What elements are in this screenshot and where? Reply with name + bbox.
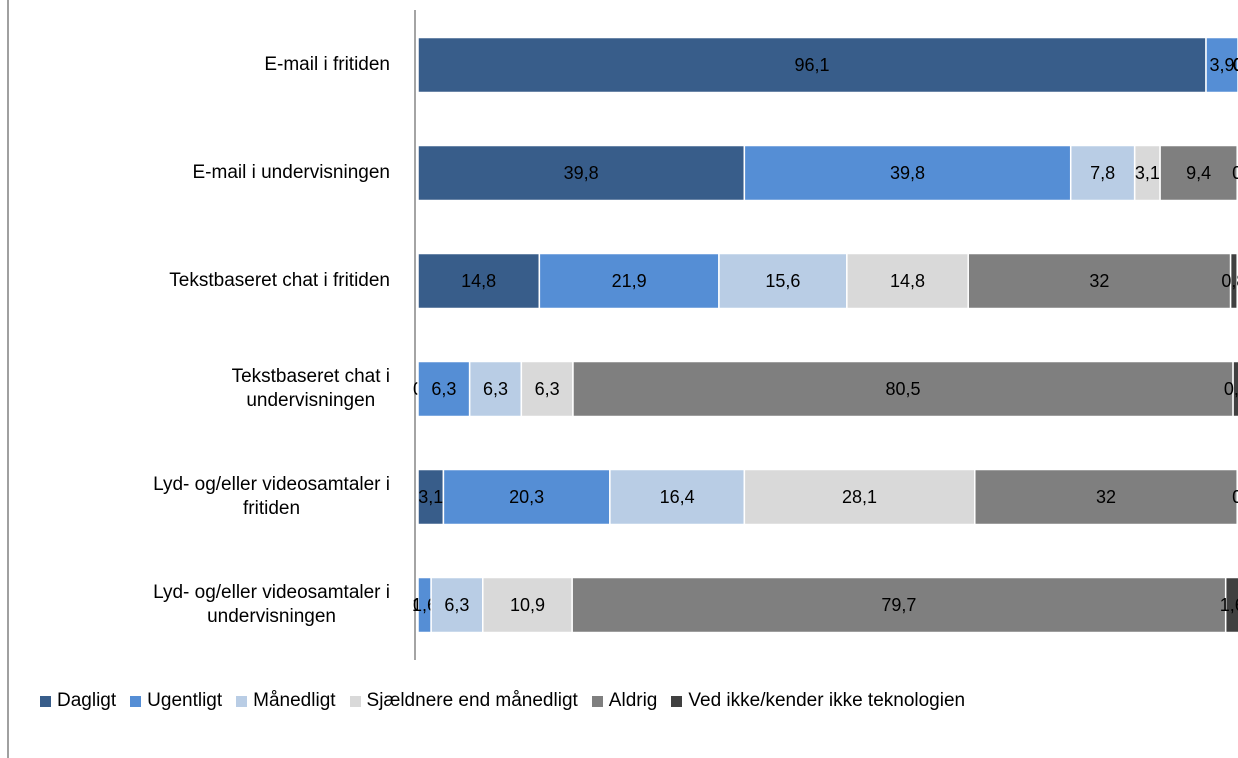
category-text: Tekstbaseret chat i fritiden	[169, 270, 390, 291]
bar-segment	[520, 360, 574, 418]
data-label: 32	[1089, 271, 1109, 291]
category-text: Lyd- og/eller videosamtaler i fritiden	[153, 474, 390, 519]
bar-segment	[538, 252, 720, 310]
category-label: Lyd- og/eller videosamtaler i fritiden	[50, 471, 390, 523]
legend-swatch	[40, 695, 51, 707]
legend-label: Månedligt	[253, 690, 336, 711]
legend-item: Sjældnere end månedligt	[349, 690, 578, 712]
category-label: E-mail i fritiden	[50, 39, 390, 91]
bar-segment	[417, 252, 541, 310]
bar-segment	[846, 252, 969, 310]
data-label: 21,9	[612, 271, 647, 291]
data-label: 1,6	[1220, 595, 1238, 615]
data-label: 96,1	[794, 55, 829, 75]
bar-segment	[482, 576, 573, 634]
legend-swatch	[130, 695, 142, 707]
bar-segment	[430, 576, 484, 634]
data-label: 3,9	[1209, 55, 1234, 75]
data-label: 0	[1232, 163, 1238, 183]
bar-segment	[417, 36, 1207, 94]
data-label: 3,1	[1135, 163, 1160, 183]
category-text: E-mail i fritiden	[264, 54, 390, 75]
data-label: 6,3	[483, 379, 508, 399]
data-label: 32	[1096, 487, 1116, 507]
legend-swatch	[671, 695, 683, 707]
data-label: 80,5	[886, 379, 921, 399]
bar-segment	[974, 468, 1238, 526]
category-label: Tekstbaseret chat i undervisningen	[50, 363, 390, 415]
legend-item: Dagligt	[40, 690, 116, 712]
bar-segment	[571, 576, 1227, 634]
legend-swatch	[591, 695, 603, 707]
legend-item: Månedligt	[236, 690, 336, 712]
data-label: 79,7	[881, 595, 916, 615]
legend-swatch	[236, 695, 248, 707]
legend-label: Sjældnere end månedligt	[366, 690, 578, 711]
data-label: 28,1	[842, 487, 877, 507]
data-label: 15,6	[765, 271, 800, 291]
bar-segment	[417, 360, 471, 418]
data-label: 6,3	[431, 379, 456, 399]
data-label: 39,8	[890, 163, 925, 183]
data-label: 7,8	[1090, 163, 1115, 183]
data-label: 0,8	[1221, 271, 1238, 291]
legend-label: Ugentligt	[147, 690, 223, 711]
data-label: 6,3	[444, 595, 469, 615]
bar-segment	[609, 468, 746, 526]
data-label: 0	[1233, 55, 1238, 75]
category-text: E-mail i undervisningen	[192, 162, 391, 183]
legend-item: Aldrig	[591, 690, 658, 712]
category-text: Lyd- og/eller videosamtaler i undervisni…	[153, 582, 390, 627]
data-label: 0	[1233, 55, 1238, 75]
data-label: 14,8	[461, 271, 496, 291]
category-label: E-mail i undervisningen	[50, 147, 391, 199]
bar-segment	[967, 252, 1232, 310]
data-label: 0	[1233, 55, 1238, 75]
bar-segment	[718, 252, 848, 310]
data-label: 0	[1233, 55, 1238, 75]
data-label: 9,4	[1186, 163, 1211, 183]
data-label: 20,3	[509, 487, 544, 507]
bar-segment	[417, 144, 746, 202]
bar-segment	[743, 468, 976, 526]
legend-item: Ugentligt	[130, 690, 222, 712]
bar-segment	[1229, 252, 1238, 310]
bar-segment	[442, 468, 611, 526]
legend: Dagligt Ugentligt Månedligt Sjældnere end m…	[40, 690, 965, 712]
data-label: 16,4	[660, 487, 695, 507]
legend-label: Ved ikke/kender ikke teknologien	[688, 690, 966, 711]
data-label: 3,1	[418, 487, 443, 507]
category-label: Tekstbaseret chat i fritiden	[50, 255, 390, 307]
category-label: Lyd- og/eller videosamtaler i undervisni…	[50, 579, 390, 631]
legend-swatch	[349, 695, 361, 707]
data-label: 14,8	[890, 271, 925, 291]
legend-label: Dagligt	[57, 690, 117, 711]
category-text: Tekstbaseret chat i undervisningen	[231, 366, 390, 411]
bar-segment	[1205, 36, 1238, 94]
data-label: 39,8	[564, 163, 599, 183]
data-label: 6,3	[535, 379, 560, 399]
legend-label: Aldrig	[608, 690, 658, 711]
bar-segment	[468, 360, 523, 418]
data-label: 10,9	[510, 595, 545, 615]
data-label: 0	[1232, 487, 1238, 507]
bar-segment	[1224, 576, 1238, 634]
data-label: 0,8	[1224, 379, 1238, 399]
bar-segment	[1159, 144, 1238, 202]
bar-segment	[1232, 360, 1238, 418]
legend-item: Ved ikke/kender ikke teknologien	[671, 690, 965, 712]
